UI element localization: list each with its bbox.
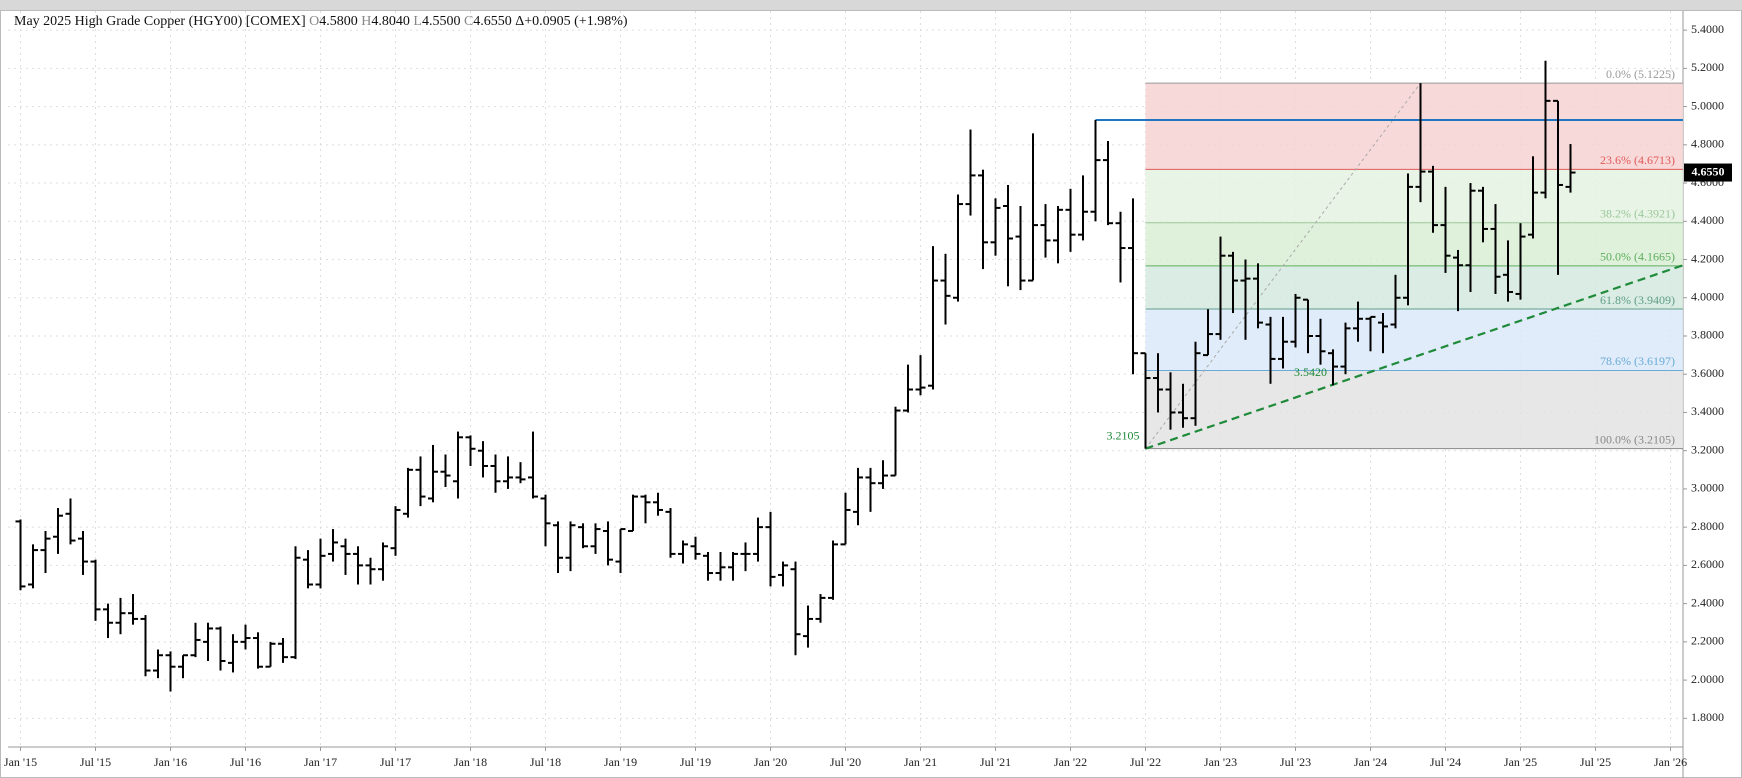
x-tick-label: Jul '15 [80, 755, 111, 769]
x-tick-label: Jan '19 [604, 755, 637, 769]
annotation: 3.5420 [1294, 365, 1327, 379]
x-tick-label: Jul '24 [1430, 755, 1461, 769]
y-tick-label: 4.2000 [1691, 251, 1724, 265]
y-tick-label: 3.8000 [1691, 328, 1724, 342]
trendline [1145, 264, 1684, 450]
quote-value: 4.5500 [421, 14, 461, 29]
quote-key: L [413, 14, 422, 29]
quote-value: 4.5800 [319, 14, 358, 29]
quote-key: O [309, 14, 320, 29]
quote-key: C [463, 14, 474, 29]
fib-label: 78.6% (3.6197) [1600, 354, 1675, 368]
fib-label: 0.0% (5.1225) [1606, 67, 1675, 81]
fib-zone [1145, 309, 1683, 371]
x-tick-label: Jan '21 [904, 755, 937, 769]
x-tick-label: Jul '22 [1130, 755, 1161, 769]
fib-label: 50.0% (4.1665) [1600, 250, 1675, 264]
y-tick-label: 3.6000 [1691, 366, 1724, 380]
quote-key: H [361, 14, 372, 29]
x-tick-label: Jul '25 [1580, 755, 1611, 769]
y-tick-label: 5.0000 [1691, 98, 1724, 112]
fib-label: 23.6% (4.6713) [1600, 153, 1675, 167]
x-tick-label: Jul '23 [1280, 755, 1311, 769]
last-price-box [1684, 163, 1732, 182]
y-tick-label: 2.6000 [1691, 557, 1724, 571]
y-tick-label: 5.2000 [1691, 60, 1724, 74]
x-tick-label: Jan '22 [1054, 755, 1087, 769]
fib-zone [1145, 222, 1683, 266]
x-tick-label: Jan '15 [4, 755, 37, 769]
x-tick-label: Jul '17 [380, 755, 411, 769]
x-tick-label: Jul '21 [980, 755, 1011, 769]
title: May 2025 High Grade Copper (HGY00) [COME… [14, 14, 306, 29]
fib-zone [1145, 370, 1683, 449]
top-strip [0, 0, 1742, 10]
x-tick-label: Jul '20 [830, 755, 861, 769]
x-tick-label: Jul '18 [530, 755, 561, 769]
y-tick-label: 2.0000 [1691, 672, 1724, 686]
quote-value: 4.8040 [371, 14, 410, 29]
y-tick-label: 4.4000 [1691, 213, 1724, 227]
y-tick-label: 4.8000 [1691, 137, 1724, 151]
x-tick-label: Jul '16 [230, 755, 261, 769]
x-tick-label: Jan '26 [1654, 755, 1687, 769]
y-tick-label: 2.2000 [1691, 634, 1724, 648]
y-tick-label: 2.8000 [1691, 519, 1724, 533]
quote-value: 4.6550 [473, 14, 512, 29]
x-tick-label: Jan '24 [1354, 755, 1387, 769]
fib-zone [1145, 169, 1683, 223]
x-tick-label: Jan '18 [454, 755, 487, 769]
x-tick-label: Jan '16 [154, 755, 187, 769]
header: May 2025 High Grade Copper (HGY00) [COME… [14, 14, 628, 30]
fib-zone [1145, 265, 1683, 310]
x-tick-label: Jan '23 [1204, 755, 1237, 769]
x-tick-label: Jan '25 [1504, 755, 1537, 769]
last-price-label: 4.6550 [1692, 164, 1725, 178]
x-tick-label: Jan '17 [304, 755, 337, 769]
y-tick-label: 3.4000 [1691, 404, 1724, 418]
fib-label: 100.0% (3.2105) [1594, 432, 1675, 446]
fib-label: 38.2% (4.3921) [1600, 207, 1675, 221]
y-tick-label: 1.8000 [1691, 710, 1724, 724]
y-tick-label: 3.0000 [1691, 481, 1724, 495]
fib-zone [1145, 83, 1683, 170]
fib-guide [1145, 82, 1421, 449]
x-tick-label: Jul '19 [680, 755, 711, 769]
change: Δ+0.0905 (+1.98%) [515, 14, 628, 29]
x-tick-label: Jan '20 [754, 755, 787, 769]
y-tick-label: 4.0000 [1691, 290, 1724, 304]
y-tick-label: 5.4000 [1691, 22, 1724, 36]
y-tick-label: 3.2000 [1691, 442, 1724, 456]
y-tick-label: 2.4000 [1691, 595, 1724, 609]
annotation: 3.2105 [1107, 428, 1140, 442]
fib-label: 61.8% (3.9409) [1600, 293, 1675, 307]
